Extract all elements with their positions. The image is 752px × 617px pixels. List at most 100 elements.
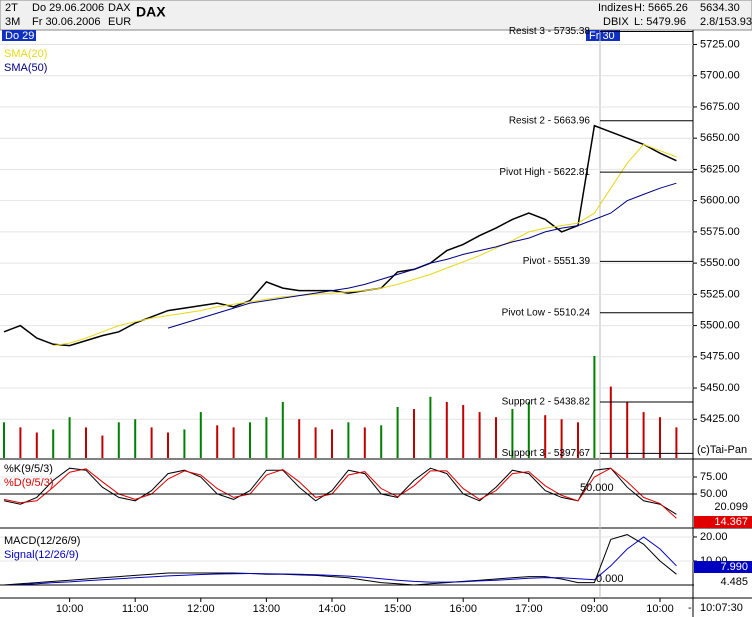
volume-bar [134,419,137,458]
volume-bar [462,404,465,458]
exchange: DBIX [603,16,629,28]
y-tick-label: 5475.00 [700,351,740,363]
legend-entry: %K(9/5/3) [4,463,53,475]
x-tick-label: 12:00 [187,603,215,615]
volume-bar [511,409,514,458]
value-box [694,516,752,528]
volume-bar [183,429,186,458]
volume-bar [626,401,629,458]
y-tick-label: 5525.00 [700,288,740,300]
value-box [694,561,752,573]
volume-bar [495,417,497,458]
volume-bar [609,386,612,458]
volume-bar [363,427,366,458]
axis-dash: - [688,602,692,614]
series-line [3,536,677,586]
day-box [2,30,36,41]
volume-bar [413,409,415,458]
volume-bar [52,429,55,458]
date: Fr 30.06.2006 [32,16,101,28]
volume-bar [232,427,235,458]
day-box [586,30,620,41]
volume-bar [429,396,432,458]
legend-entry: SMA(50) [4,62,47,74]
volume-bar [3,422,5,458]
volume-bar [265,417,268,458]
y-tick-label: 5625.00 [700,163,740,175]
series-line [3,534,677,586]
y-tick-label: 75.00 [700,471,728,483]
value-box-label: 14.367 [714,516,748,528]
pivot-label: Support 3 - 5397.67 [502,448,591,459]
x-tick-label: 16:00 [449,603,477,615]
legend-entry: %D(9/5/3) [4,477,54,489]
legend-entry: Signal(12/26/9) [4,549,79,561]
symbol: DAX [108,2,131,14]
series-line [53,143,677,347]
volume-bar [445,401,448,458]
volume-bar [396,407,399,458]
y-tick-label: 5650.00 [700,132,740,144]
pivot-label: Pivot - 5551.39 [523,256,591,267]
x-tick-label: 10:00 [56,603,84,615]
volume-bar [19,427,22,458]
pivot-label: Resist 2 - 5663.96 [509,115,591,126]
last-price: 5634.30 [700,2,740,14]
y-tick-label: 5500.00 [700,319,740,331]
y-tick-label: 5600.00 [700,195,740,207]
volume-bar [347,422,350,458]
value-box [694,501,752,513]
volume-bar [560,419,563,458]
x-tick-label: 17:00 [515,603,543,615]
volume-bar [478,412,481,458]
y-tick-label: 5725.00 [700,38,740,50]
value-box-label: 20.099 [714,501,748,513]
y-tick-label: 5575.00 [700,226,740,238]
y-tick-label: 20.00 [700,531,728,543]
volume-bar [117,422,120,458]
volume-bar [150,427,153,458]
legend-entry: MACD(12/26/9) [4,535,80,547]
volume-bar [527,401,530,458]
pivot-label: Support 2 - 5438.82 [502,397,591,408]
volume-bar [249,422,251,458]
change: 2.8/153.93 [700,16,752,28]
volume-bar [642,412,645,458]
volume-bar [199,412,202,458]
pivot-label: Pivot High - 5622.81 [499,167,590,178]
volume-bar [544,415,547,458]
x-tick-label: 10:00 [646,603,674,615]
x-tick-label: 15:00 [384,603,412,615]
value-box [694,576,752,588]
volume-bar [675,427,678,458]
volume-bar [85,427,87,458]
copyright: (c)Tai-Pan [697,444,747,456]
volume-bar [68,417,71,458]
volume-bar [314,427,317,458]
high: H: 5665.26 [634,2,688,14]
period: 3M [5,16,20,28]
pivot-label: Pivot Low - 5510.24 [502,307,591,318]
low: L: 5479.96 [634,16,686,28]
y-tick-label: 50.00 [700,488,728,500]
legend-entry: SMA(20) [4,48,47,60]
day-label: Fr 30 [589,30,615,42]
series-line [3,467,677,519]
x-tick-label: 13:00 [253,603,281,615]
period: 2T [5,2,18,14]
x-tick-label: 11:00 [122,603,149,615]
y-tick-label: 5675.00 [700,101,740,113]
pivot-label: Resist 3 - 5735.38 [509,26,591,37]
series-line [3,124,677,347]
volume-bar [331,429,333,458]
series-line [3,467,677,515]
x-tick-label: 09:00 [581,603,609,615]
y-tick-label: 5450.00 [700,382,740,394]
volume-bar [593,356,596,458]
volume-bar [281,401,284,458]
volume-bar [35,432,38,458]
currency: EUR [108,16,131,28]
